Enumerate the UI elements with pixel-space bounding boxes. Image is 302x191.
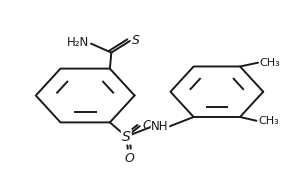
Text: NH: NH <box>151 120 169 133</box>
Text: O: O <box>124 152 134 165</box>
Text: S: S <box>132 34 140 47</box>
Text: H₂N: H₂N <box>67 36 89 49</box>
Text: CH₃: CH₃ <box>258 116 279 126</box>
Text: CH₃: CH₃ <box>259 58 280 68</box>
Text: S: S <box>122 129 131 143</box>
Text: O: O <box>143 119 153 132</box>
